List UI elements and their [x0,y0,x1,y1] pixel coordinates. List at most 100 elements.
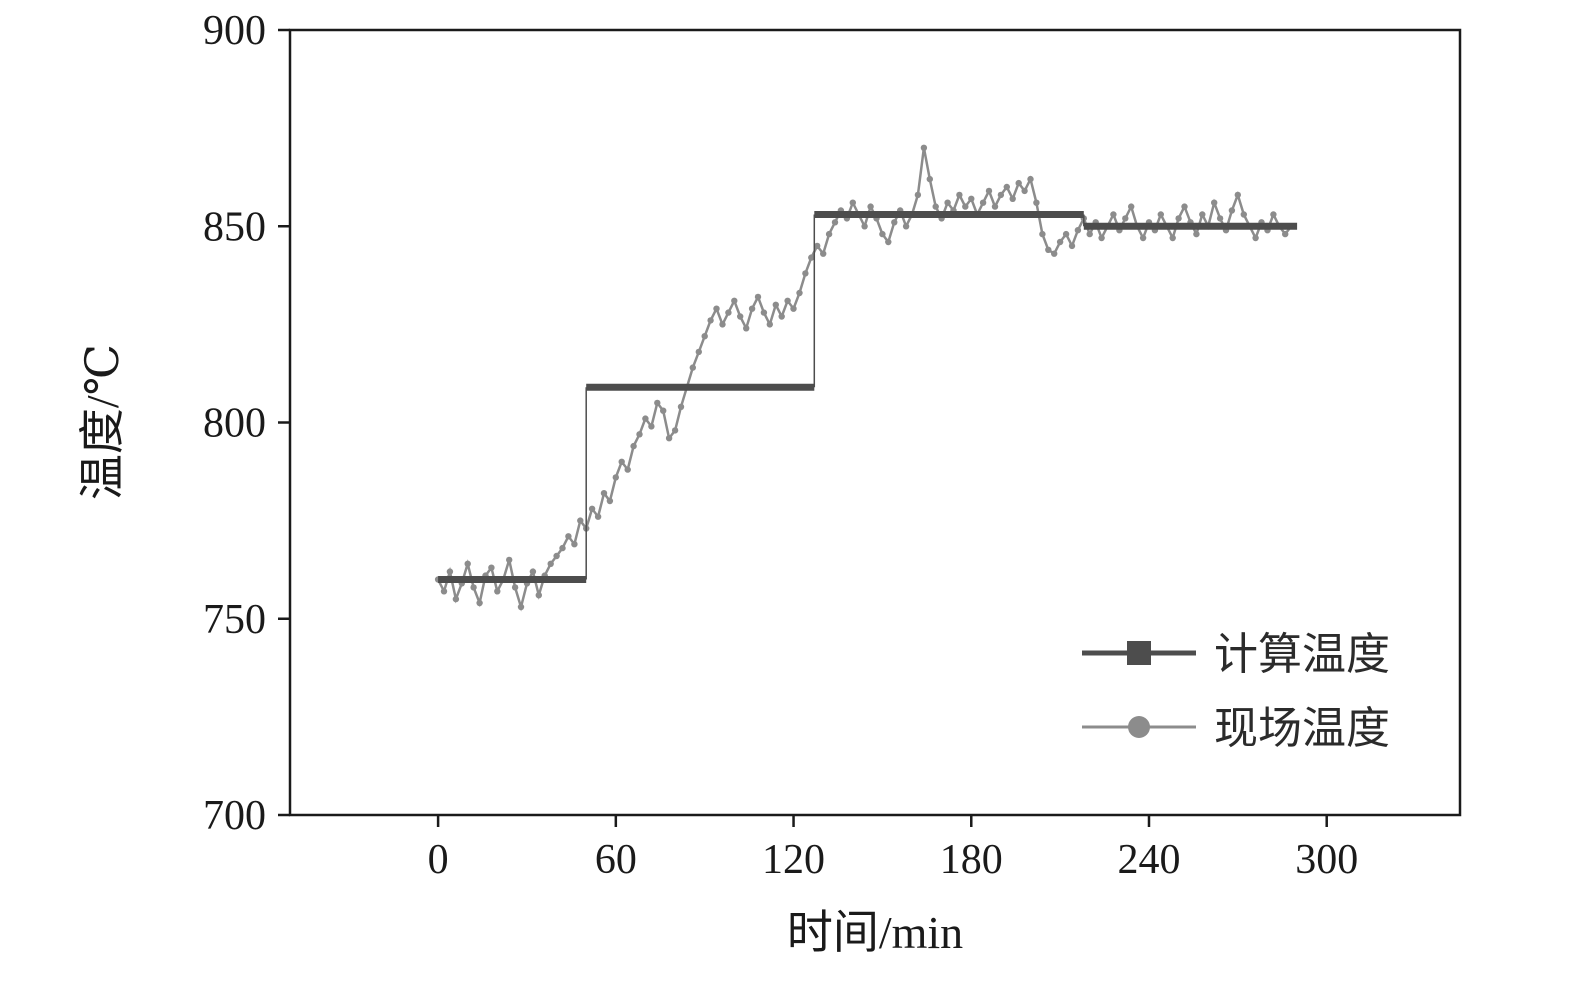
field-temperature-marker [743,325,750,332]
field-temperature-marker [772,301,779,308]
field-temperature-marker [1003,183,1010,191]
field-temperature-marker [725,309,732,316]
field-temperature-marker [820,250,827,257]
y-tick-label: 750 [203,597,266,643]
field-temperature-marker [808,254,815,261]
field-temperature-marker [1009,195,1016,202]
field-temperature-marker [766,321,773,328]
field-temperature-marker [748,305,756,312]
y-tick-label: 700 [203,793,266,839]
field-temperature-marker [891,219,898,226]
field-temperature-marker [636,431,643,438]
field-temperature-marker [932,203,939,210]
field-temperature-marker [760,309,768,316]
x-axis-label: 时间/min [787,907,963,958]
field-temperature-marker [464,560,471,567]
field-temperature-marker [488,564,495,571]
field-temperature-marker [790,305,797,312]
field-temperature-marker [1252,234,1259,242]
plot-layer: 0 60 120 180 240 300 700 750 800 850 900 [203,8,1462,883]
x-tick-label: 180 [940,837,1003,883]
field-temperature-marker [529,568,537,575]
field-temperature-marker [1270,211,1277,218]
field-temperature-marker [778,313,785,320]
field-temperature-marker [1139,234,1147,242]
field-temperature-marker [1157,211,1165,218]
field-temperature-marker [494,588,501,595]
field-temperature-marker [476,599,483,607]
field-temperature-marker [506,556,513,564]
field-temperature-marker [962,203,969,210]
field-temperature-marker [654,399,661,407]
field-temperature-marker [991,203,999,210]
field-temperature-marker [997,191,1005,199]
legend-item-calculated: 计算温度 [1082,630,1390,679]
field-temperature-marker [885,238,892,246]
field-temperature-marker [914,191,922,199]
field-temperature-marker [1015,179,1022,187]
field-temperature-marker [1199,211,1206,218]
field-temperature-marker [665,435,673,442]
field-temperature-marker [1282,230,1289,238]
field-temperature-marker [814,242,821,250]
field-temperature-marker [1193,230,1200,238]
field-temperature-marker [588,505,596,512]
legend-circle-marker-icon [1128,716,1150,738]
x-tick-label: 120 [762,837,825,883]
field-temperature-marker [660,407,667,414]
field-temperature-marker [825,230,833,238]
legend-label-calculated: 计算温度 [1214,630,1390,679]
field-temperature-marker [624,466,631,473]
field-temperature-marker [707,317,714,324]
field-temperature-marker [671,427,679,434]
field-temperature-marker [577,517,584,524]
field-temperature-marker [719,321,726,328]
y-axis-ticks: 700 750 800 850 900 [203,8,290,839]
y-tick-label: 800 [203,401,266,447]
y-tick-label: 900 [203,8,266,54]
field-temperature-marker [737,313,744,320]
field-temperature-marker [511,584,519,591]
field-temperature-marker [565,533,572,540]
field-temperature-marker [968,195,975,202]
field-temperature-marker [956,191,963,199]
field-temperature-marker [1211,199,1218,206]
field-temperature-marker [1181,203,1188,210]
field-temperature-marker [600,490,608,497]
field-temperature-marker [559,544,566,552]
field-temperature-marker [1027,175,1034,183]
y-tick-label: 850 [203,204,266,250]
field-temperature-marker [547,560,554,567]
field-temperature-marker [642,415,649,422]
field-temperature-marker [902,223,910,230]
x-tick-label: 0 [428,837,449,883]
field-temperature-marker [1068,242,1076,250]
field-temperature-marker [440,588,448,595]
x-axis-ticks: 0 60 120 180 240 300 [428,815,1358,883]
field-temperature-marker [1122,215,1129,222]
field-temperature-marker [802,270,809,277]
field-temperature-marker [1074,227,1082,234]
field-temperature-marker [1045,246,1052,253]
field-temperature-marker [1216,215,1224,222]
field-temperature-marker [1240,211,1248,218]
field-temperature-marker [648,423,655,430]
field-temperature-marker [517,603,525,611]
field-temperature-marker [571,541,578,548]
x-tick-label: 300 [1295,837,1358,883]
field-temperature-marker [695,348,702,356]
field-temperature-marker [1110,211,1117,218]
field-temperature-marker [920,144,928,151]
field-temperature-marker [701,333,708,340]
series-calculated-temperature [438,211,1298,583]
field-temperature-marker [1128,203,1135,210]
field-temperature-marker [630,442,637,450]
field-temperature-marker [535,592,542,599]
field-temperature-marker [1021,187,1028,195]
legend-square-marker-icon [1127,641,1151,665]
field-temperature-marker [861,223,868,230]
field-temperature-marker [713,305,720,312]
field-temperature-marker [1234,191,1242,199]
field-temperature-marker [1175,215,1182,222]
